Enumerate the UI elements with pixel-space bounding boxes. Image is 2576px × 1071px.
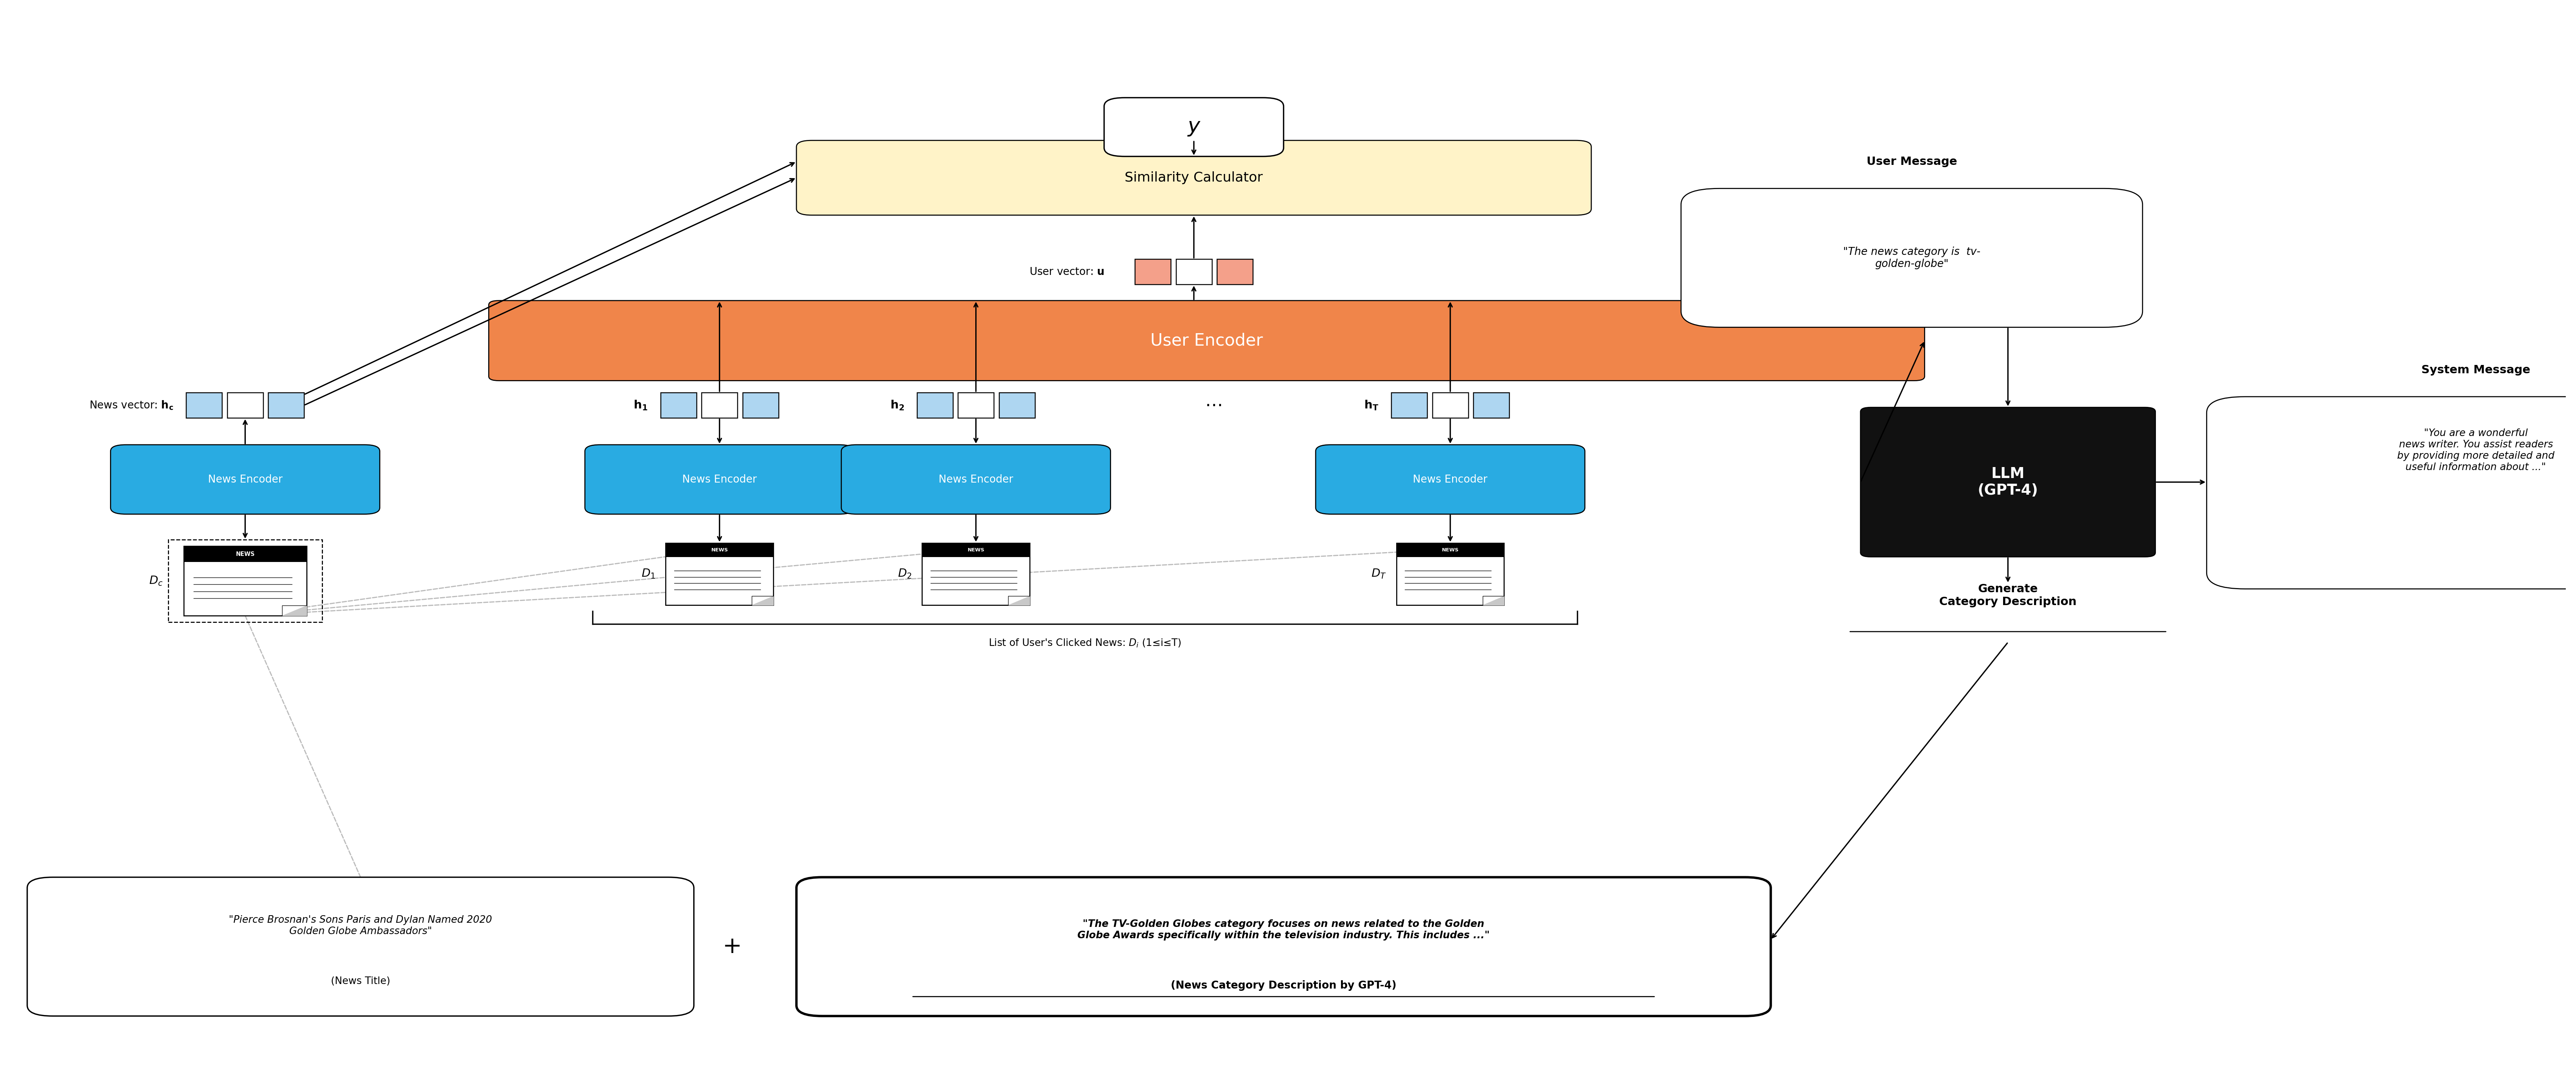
Text: $D_1$: $D_1$ [641, 568, 654, 579]
Text: $\cdots$: $\cdots$ [1206, 396, 1221, 413]
Text: News Encoder: News Encoder [1414, 474, 1486, 485]
FancyBboxPatch shape [28, 877, 693, 1016]
Text: $\mathbf{h_1}$: $\mathbf{h_1}$ [634, 399, 647, 411]
Text: $\mathbf{h_T}$: $\mathbf{h_T}$ [1363, 399, 1378, 411]
Bar [659, 392, 696, 418]
Polygon shape [1007, 595, 1030, 605]
Bar [742, 392, 778, 418]
FancyBboxPatch shape [111, 444, 379, 514]
Bar [1175, 259, 1211, 285]
Bar [917, 392, 953, 418]
Text: $D_T$: $D_T$ [1370, 568, 1386, 579]
FancyBboxPatch shape [796, 140, 1592, 215]
Text: User Encoder: User Encoder [1151, 332, 1262, 349]
Bar [999, 392, 1036, 418]
Text: "Pierce Brosnan's Sons Paris and Dylan Named 2020
Golden Globe Ambassadors": "Pierce Brosnan's Sons Paris and Dylan N… [229, 916, 492, 936]
Polygon shape [1484, 595, 1504, 605]
Text: News Encoder: News Encoder [683, 474, 757, 485]
Text: System Message: System Message [2421, 364, 2530, 376]
Text: "The TV-Golden Globes category focuses on news related to the Golden
Globe Award: "The TV-Golden Globes category focuses o… [1077, 919, 1489, 940]
Text: $D_c$: $D_c$ [149, 575, 162, 587]
Text: News vector: $\mathbf{h_c}$: News vector: $\mathbf{h_c}$ [90, 399, 173, 411]
Text: List of User's Clicked News: $D_i$ (1≤i≤T): List of User's Clicked News: $D_i$ (1≤i≤… [989, 638, 1182, 649]
Text: Similarity Calculator: Similarity Calculator [1126, 171, 1262, 184]
Bar [1396, 543, 1504, 557]
Bar [167, 540, 322, 622]
FancyBboxPatch shape [489, 301, 1924, 380]
Bar [1136, 259, 1170, 285]
Bar [1391, 392, 1427, 418]
FancyBboxPatch shape [1682, 188, 2143, 328]
FancyBboxPatch shape [796, 877, 1770, 1016]
Bar [183, 546, 307, 616]
Text: News Encoder: News Encoder [938, 474, 1012, 485]
Bar [183, 546, 307, 562]
Text: User Message: User Message [1868, 156, 1958, 167]
Text: "You are a wonderful
news writer. You assist readers
by providing more detailed : "You are a wonderful news writer. You as… [2398, 428, 2555, 472]
FancyBboxPatch shape [1860, 407, 2156, 557]
Text: "The news category is  tv-
golden-globe": "The news category is tv- golden-globe" [1844, 246, 1981, 269]
Bar [185, 392, 222, 418]
Text: LLM
(GPT-4): LLM (GPT-4) [1978, 467, 2038, 498]
Bar [665, 543, 773, 605]
Bar [1396, 543, 1504, 605]
Bar [1473, 392, 1510, 418]
FancyBboxPatch shape [585, 444, 855, 514]
Text: $y$: $y$ [1188, 117, 1200, 137]
Bar [665, 543, 773, 557]
Text: News Encoder: News Encoder [209, 474, 283, 485]
Bar [922, 543, 1030, 557]
Bar [701, 392, 737, 418]
Text: +: + [724, 935, 742, 957]
FancyBboxPatch shape [1316, 444, 1584, 514]
Polygon shape [283, 605, 307, 616]
Text: NEWS: NEWS [711, 547, 729, 553]
Text: User vector: $\mathbf{u}$: User vector: $\mathbf{u}$ [1030, 267, 1105, 277]
Text: $\mathbf{h_2}$: $\mathbf{h_2}$ [891, 399, 904, 411]
Text: (News Title): (News Title) [330, 977, 389, 986]
Text: (News Category Description by GPT-4): (News Category Description by GPT-4) [1170, 980, 1396, 991]
Text: NEWS: NEWS [969, 547, 984, 553]
Text: $D_2$: $D_2$ [899, 568, 912, 579]
FancyBboxPatch shape [842, 444, 1110, 514]
FancyBboxPatch shape [2208, 396, 2576, 589]
Text: NEWS: NEWS [1443, 547, 1458, 553]
Bar [958, 392, 994, 418]
FancyBboxPatch shape [1105, 97, 1283, 156]
Text: Generate
Category Description: Generate Category Description [1940, 584, 2076, 607]
Bar [1216, 259, 1252, 285]
Bar [1432, 392, 1468, 418]
Text: NEWS: NEWS [234, 552, 255, 557]
Polygon shape [752, 595, 773, 605]
Bar [268, 392, 304, 418]
Bar [922, 543, 1030, 605]
Bar [227, 392, 263, 418]
